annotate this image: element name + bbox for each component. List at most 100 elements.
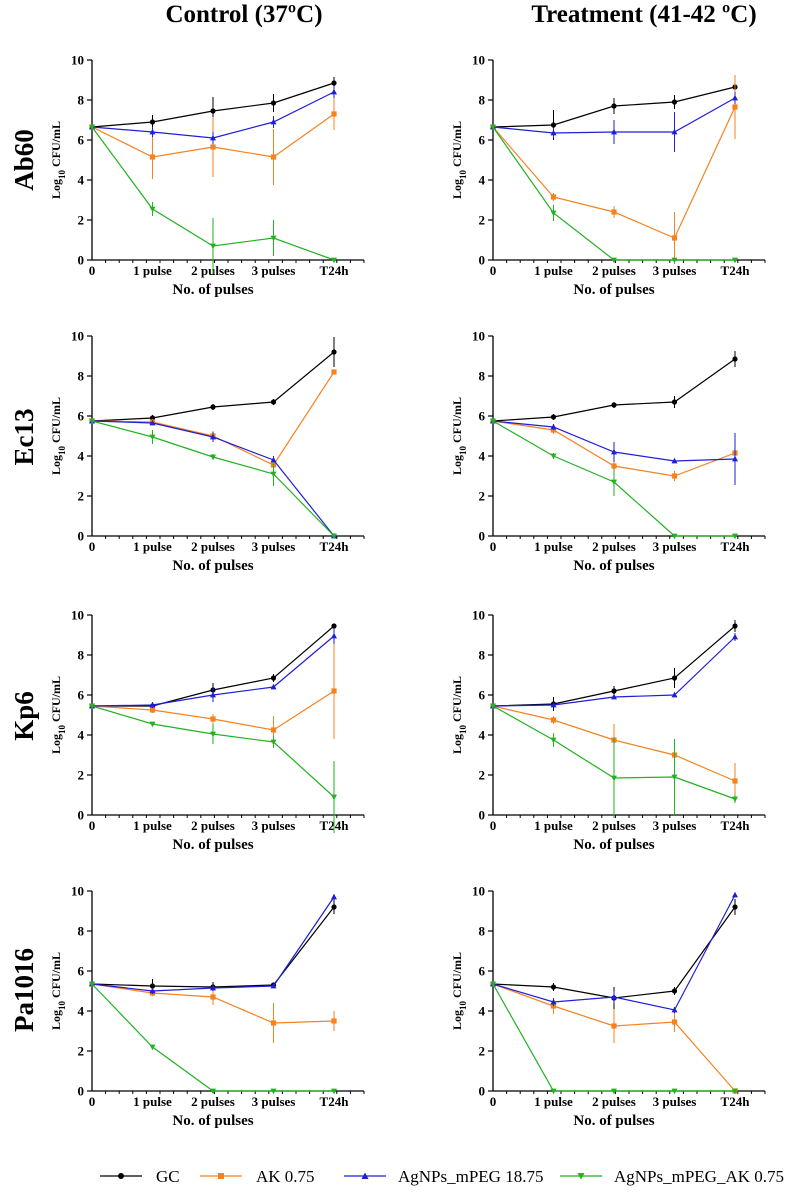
data-point bbox=[331, 632, 337, 639]
data-point bbox=[331, 1018, 337, 1024]
y-tick-label: 10 bbox=[71, 53, 84, 68]
y-tick-label: 10 bbox=[71, 329, 84, 344]
data-point bbox=[732, 356, 738, 362]
data-point bbox=[490, 124, 496, 131]
data-point bbox=[671, 235, 678, 241]
data-point bbox=[671, 99, 678, 105]
data-point bbox=[210, 984, 216, 991]
series-agnps-mpeg-18-75 bbox=[490, 633, 738, 709]
y-axis-title-subscript: 10 bbox=[57, 169, 67, 179]
series-agnps-mpeg-18-75 bbox=[89, 417, 337, 539]
x-axis-title: No. of pulses bbox=[172, 282, 253, 298]
y-tick-label: 10 bbox=[472, 608, 485, 623]
x-tick-label: 1 pulse bbox=[534, 263, 573, 278]
data-point bbox=[611, 1088, 617, 1095]
y-tick-label: 10 bbox=[71, 608, 84, 623]
y-axis-title: Log10 CFU/mL bbox=[450, 676, 468, 754]
series-line bbox=[91, 906, 335, 988]
y-axis-title-subscript: 10 bbox=[458, 445, 468, 455]
data-point bbox=[331, 257, 337, 264]
data-point bbox=[89, 981, 95, 988]
data-point bbox=[611, 448, 617, 455]
data-point bbox=[732, 257, 738, 264]
series-gc bbox=[89, 337, 337, 424]
data-point bbox=[270, 982, 277, 989]
series-agnps-mpeg-ak-0-75 bbox=[490, 418, 738, 540]
y-tick-label: 4 bbox=[479, 449, 486, 464]
data-point bbox=[210, 433, 216, 440]
data-point bbox=[331, 349, 337, 355]
x-tick-label: 2 pulses bbox=[592, 539, 636, 554]
y-tick-label: 0 bbox=[479, 1084, 486, 1099]
x-tick-label: 2 pulses bbox=[191, 1094, 235, 1109]
data-point bbox=[210, 243, 216, 250]
x-tick-label: 0 bbox=[490, 539, 497, 554]
y-tick-label: 6 bbox=[479, 133, 486, 148]
series-agnps-mpeg-18-75 bbox=[490, 891, 738, 1013]
x-tick-label: 1 pulse bbox=[133, 263, 172, 278]
x-tick-label: T24h bbox=[320, 1094, 350, 1109]
series-line bbox=[91, 351, 335, 422]
column-title-treatment: Treatment (41-42 ºC) bbox=[531, 1, 756, 28]
y-axis-title-subscript: 10 bbox=[458, 169, 468, 179]
x-tick-label: T24h bbox=[721, 1094, 751, 1109]
data-point bbox=[671, 1019, 678, 1025]
y-tick-label: 6 bbox=[479, 409, 486, 424]
y-tick-label: 4 bbox=[78, 728, 85, 743]
series-agnps-mpeg-18-75 bbox=[89, 628, 337, 709]
data-point bbox=[331, 688, 337, 694]
x-tick-label: 0 bbox=[89, 1094, 96, 1109]
data-point bbox=[611, 1023, 617, 1029]
series-line bbox=[492, 126, 735, 261]
y-tick-label: 0 bbox=[479, 529, 486, 544]
x-tick-label: 0 bbox=[490, 263, 497, 278]
y-axis-title-subscript: 10 bbox=[458, 1000, 468, 1010]
data-point bbox=[149, 721, 156, 728]
y-tick-label: 4 bbox=[479, 728, 486, 743]
data-point bbox=[732, 633, 738, 640]
y-axis-title: Log10 CFU/mL bbox=[450, 952, 468, 1030]
y-tick-label: 8 bbox=[78, 93, 85, 108]
legend-marker-square bbox=[218, 1173, 224, 1179]
legend-label-agnps: AgNPs_mPEG 18.75 bbox=[398, 1167, 543, 1186]
y-axis-title: Log10 CFU/mL bbox=[49, 676, 67, 754]
y-tick-label: 10 bbox=[472, 884, 485, 899]
y-axis-title-subscript: 10 bbox=[458, 724, 468, 734]
data-point bbox=[149, 987, 156, 994]
x-tick-label: 3 pulses bbox=[653, 818, 697, 833]
legend-item-gc: GC bbox=[100, 1167, 180, 1186]
data-point bbox=[550, 984, 557, 990]
y-tick-label: 6 bbox=[78, 133, 85, 148]
series-line bbox=[492, 906, 736, 999]
legend-item-agnps: AgNPs_mPEG 18.75 bbox=[344, 1167, 543, 1186]
x-tick-label: 2 pulses bbox=[592, 818, 636, 833]
data-point bbox=[270, 1088, 277, 1095]
data-point bbox=[611, 479, 617, 486]
y-tick-label: 8 bbox=[479, 93, 486, 108]
x-tick-label: 1 pulse bbox=[133, 539, 172, 554]
x-tick-label: 0 bbox=[490, 1094, 497, 1109]
x-tick-label: 1 pulse bbox=[534, 818, 573, 833]
data-point bbox=[210, 454, 216, 461]
data-point bbox=[732, 796, 738, 803]
data-point bbox=[611, 693, 617, 700]
data-point bbox=[270, 1020, 277, 1026]
data-point bbox=[210, 404, 216, 410]
series-agnps-mpeg-ak-0-75 bbox=[89, 124, 337, 274]
data-point bbox=[550, 129, 557, 136]
y-axis-title: Log10 CFU/mL bbox=[49, 121, 67, 199]
data-point bbox=[490, 703, 496, 710]
data-point bbox=[149, 154, 156, 160]
series-line bbox=[91, 371, 335, 466]
data-point bbox=[210, 731, 216, 738]
y-tick-label: 4 bbox=[479, 173, 486, 188]
series-line bbox=[91, 896, 335, 992]
y-tick-label: 6 bbox=[78, 964, 85, 979]
y-tick-label: 2 bbox=[78, 213, 85, 228]
x-tick-label: 0 bbox=[490, 818, 497, 833]
data-point bbox=[270, 471, 277, 478]
data-point bbox=[732, 455, 738, 462]
